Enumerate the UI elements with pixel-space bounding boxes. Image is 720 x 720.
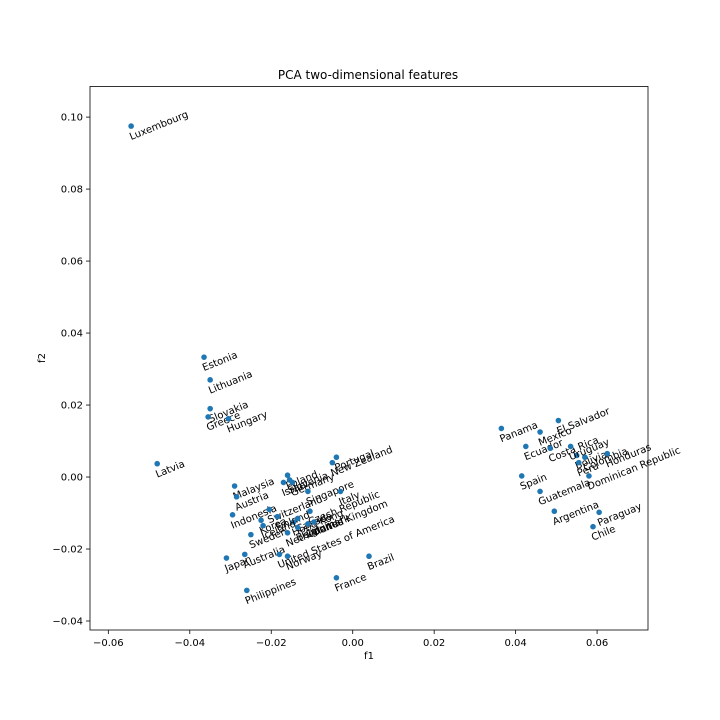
point-label: Philippines (244, 577, 298, 607)
y-axis: −0.04 −0.02 0.00 0.02 0.04 0.06 0.08 0.10 (52, 113, 90, 628)
data-point (274, 513, 281, 520)
data-point (284, 553, 291, 560)
data-point (294, 515, 301, 522)
x-tick-label: 0.06 (586, 638, 608, 649)
data-point (586, 473, 592, 479)
y-axis-label: f2 (37, 353, 48, 363)
data-point (266, 506, 273, 513)
point-label: El Salvador (555, 406, 612, 438)
data-point (596, 509, 602, 516)
data-point (567, 443, 574, 450)
data-point (366, 553, 372, 560)
y-tick-label: 0.04 (61, 329, 83, 340)
data-point (201, 354, 207, 360)
y-tick-label: 0.10 (61, 113, 83, 124)
data-point (329, 459, 336, 466)
data-point (244, 587, 250, 594)
data-point (248, 531, 254, 538)
x-tick-label: −0.04 (174, 638, 205, 649)
point-label: Luxembourg (128, 109, 190, 143)
data-point (590, 523, 596, 530)
data-point (233, 494, 240, 500)
y-tick-label: 0.08 (61, 185, 83, 196)
data-point (231, 483, 238, 489)
data-point (207, 377, 213, 383)
data-point (225, 415, 232, 422)
x-tick-label: 0.02 (423, 638, 445, 649)
data-point (555, 417, 562, 424)
data-point (284, 472, 291, 479)
point-label: Estonia (201, 350, 239, 374)
data-point (154, 460, 161, 467)
data-point (573, 452, 580, 459)
data-point (241, 551, 248, 558)
y-tick-label: 0.02 (61, 401, 83, 412)
data-point (223, 555, 230, 561)
chart-title: PCA two-dimensional features (278, 68, 458, 82)
data-point (205, 414, 211, 420)
data-point (551, 508, 558, 515)
data-point (207, 405, 213, 412)
x-axis-label: f1 (364, 651, 374, 662)
data-point (305, 521, 311, 527)
data-point (307, 508, 313, 515)
data-point (128, 123, 134, 129)
y-tick-label: −0.02 (52, 545, 83, 556)
point-label: Lithuania (207, 369, 254, 397)
y-tick-label: 0.00 (61, 473, 83, 484)
point-label: Paraguay (596, 501, 643, 529)
point-label: Argentina (551, 500, 600, 528)
data-point (305, 488, 311, 495)
data-point (604, 450, 611, 457)
data-point (284, 530, 291, 536)
data-point (280, 479, 287, 486)
x-axis: −0.06 −0.04 −0.02 0.00 0.02 0.04 0.06 (93, 630, 608, 649)
y-tick-label: −0.04 (52, 617, 83, 628)
plot-frame (89, 86, 649, 631)
data-point (333, 454, 340, 461)
data-point (547, 445, 554, 452)
data-point (258, 517, 264, 524)
x-tick-label: −0.06 (93, 638, 124, 649)
data-point (337, 488, 344, 495)
point-label: France (333, 572, 368, 595)
data-point (575, 459, 582, 466)
data-point (537, 429, 543, 435)
data-point (290, 519, 297, 525)
data-point (523, 443, 529, 450)
point-label: Panama (498, 420, 539, 445)
data-point (537, 488, 543, 495)
data-point (518, 473, 525, 479)
x-tick-label: 0.00 (342, 638, 364, 649)
y-tick-label: 0.06 (61, 257, 83, 268)
x-tick-label: 0.04 (504, 638, 526, 649)
data-point (333, 575, 340, 581)
data-point (294, 524, 301, 531)
x-tick-label: −0.02 (256, 638, 287, 649)
data-point (498, 425, 505, 432)
plot-area: LuxembourgEstoniaLithuaniaSlovakiaGreece… (128, 109, 682, 607)
data-point (582, 454, 588, 461)
data-point (260, 522, 266, 529)
data-point (289, 479, 296, 486)
data-point (276, 551, 283, 558)
data-point (229, 512, 236, 518)
data-point (311, 519, 317, 525)
